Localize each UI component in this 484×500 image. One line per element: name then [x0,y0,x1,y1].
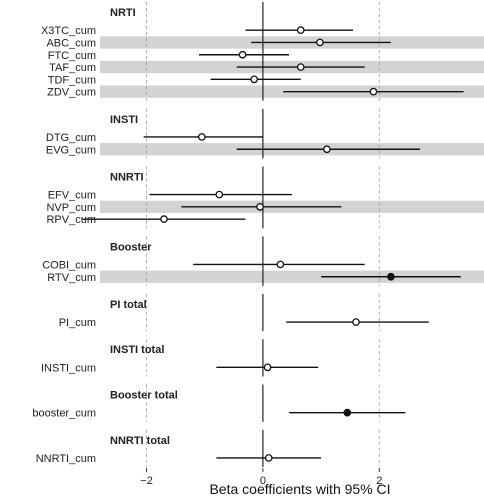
group-title: PI total [110,299,147,311]
row-label: TDF_cum [48,74,96,86]
row-label: NVP_cum [46,202,96,214]
row-label: RTV_cum [47,272,96,284]
row-label: FTC_cum [48,50,96,62]
x-axis: −2 0 2 [140,468,382,487]
point-estimate [352,318,360,326]
row-label: EFV_cum [48,190,96,202]
point-estimate [160,215,168,223]
row-label: RPV_cum [46,214,96,226]
row-label: booster_cum [32,408,96,420]
row-label: X3TC_cum [41,25,96,37]
point-estimate [215,190,224,199]
point-estimate [316,38,324,47]
point-estimate [238,50,247,59]
point-estimate [256,203,264,211]
point-estimate [296,26,305,34]
row-label: COBI_cum [42,259,96,271]
group-title: Booster total [110,390,178,402]
x-tick-label: −2 [140,475,153,487]
x-axis-title: Beta coefficients with 95% CI [209,481,390,497]
row-label: DTG_cum [46,132,96,144]
point-estimate [276,260,285,269]
data-marks [82,26,464,462]
row-band [100,270,484,283]
x-tick-label: 2 [376,475,382,487]
point-estimate [264,454,273,462]
point-estimate [343,408,352,417]
point-estimate [250,75,259,84]
row-labels: NRTI X3TC_cumABC_cumFTC_cumTAF_cumTDF_cum… [32,7,177,465]
group-title: INSTI [110,114,138,126]
row-label: ZDV_cum [47,87,96,99]
row-label: PI_cum [59,317,96,329]
row-bands [100,36,484,283]
point-estimate [263,363,272,372]
group-title: NNRTI total [110,435,170,447]
row-label: NNRTI_cum [36,453,96,465]
row-label: TAF_cum [49,62,96,74]
x-tick-label: 0 [260,475,266,487]
group-title: NRTI [110,7,136,19]
row-label: INSTI_cum [41,362,96,374]
point-estimate [323,145,331,154]
row-label: ABC_cum [46,37,96,49]
group-title: NNRTI [110,171,144,183]
row-label: EVG_cum [46,144,96,156]
point-estimate [369,87,378,96]
group-title: Booster [110,241,152,253]
point-estimate [296,63,305,71]
point-estimate [197,133,206,141]
point-estimate [387,272,395,281]
grid-lines [146,2,380,468]
group-title: INSTI total [110,344,164,356]
